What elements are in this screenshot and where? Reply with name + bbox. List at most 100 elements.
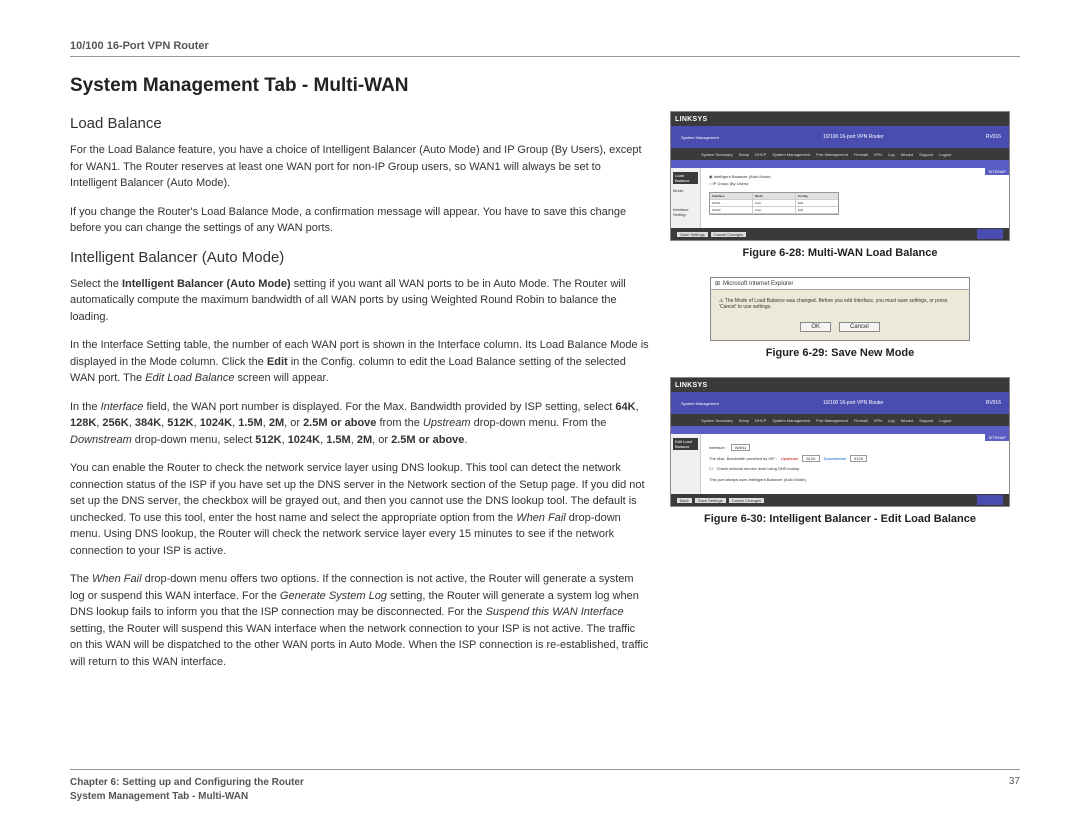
shot3-sidebar: Edit Load Balance (671, 434, 701, 494)
tab: DHCP (755, 418, 766, 423)
sitemap-badge: SITEMAP (985, 434, 1009, 441)
shot1-brand: LINKSYS (671, 112, 1009, 126)
left-column: Load Balance For the Load Balance featur… (70, 111, 650, 682)
tab-firewall: Firewall (854, 152, 868, 157)
figure-29-caption: Figure 6-29: Save New Mode (670, 347, 1010, 359)
figure-30-caption: Figure 6-30: Intelligent Balancer - Edit… (670, 513, 1010, 525)
td: Edit (796, 207, 838, 213)
shot1-titlebar: System Management 10/100 16-port VPN Rou… (671, 126, 1009, 148)
footer-divider (70, 769, 1020, 770)
shot3-brand: LINKSYS (671, 378, 1009, 392)
upstream-select: 512K (802, 455, 819, 462)
shot1-subtabs (671, 160, 1009, 168)
shot3-titlebar: System Management 10/100 16-port VPN Rou… (671, 392, 1009, 414)
intelligent-heading: Intelligent Balancer (Auto Mode) (70, 249, 650, 266)
page-title: System Management Tab - Multi-WAN (70, 75, 1020, 97)
shot1-table: Interface Mode Config. WAN1 Auto Edit WA… (709, 192, 839, 215)
tab: Setup (739, 418, 749, 423)
intelligent-p4: You can enable the Router to check the n… (70, 460, 650, 559)
shot1-model-num: RV016 (986, 134, 1001, 140)
shot1-left-title: System Management (679, 133, 721, 142)
intelligent-p5: The When Fail drop-down menu offers two … (70, 571, 650, 670)
check-row: ☐ Check network service level using DNS … (709, 466, 1001, 471)
page-footer: Chapter 6: Setting up and Configuring th… (70, 769, 1020, 804)
figure-28-screenshot: LINKSYS System Management 10/100 16-port… (670, 111, 1010, 241)
tab-log: Log (888, 152, 895, 157)
shot3-left-title: System Management (679, 399, 721, 408)
tab-dhcp: DHCP (755, 152, 766, 157)
shot1-main: SITEMAP ◉ Intelligent Balancer (Auto Mod… (701, 168, 1009, 228)
iface-row: Interface : WAN1 (709, 444, 1001, 451)
tab-vpn: VPN (874, 152, 882, 157)
td: WAN1 (710, 200, 753, 206)
shot3-side-title: Edit Load Balance (673, 438, 698, 450)
figure-30-screenshot: LINKSYS System Management 10/100 16-port… (670, 377, 1010, 507)
tab: Wizard (901, 418, 913, 423)
tab: Port Management (816, 418, 848, 423)
footer-section: System Management Tab - Multi-WAN (70, 790, 304, 804)
cisco-logo (977, 495, 1003, 505)
load-balance-p2: If you change the Router's Load Balance … (70, 204, 650, 237)
td: Auto (753, 207, 796, 213)
load-balance-heading: Load Balance (70, 115, 650, 132)
tab-logout: Logout (939, 152, 951, 157)
tab: Support (919, 418, 933, 423)
tab-setup: Setup (739, 152, 749, 157)
ie-icon: ⊞ (715, 280, 720, 287)
product-header: 10/100 16-Port VPN Router (70, 40, 1020, 52)
shot1-footer: Save Settings Cancel Changes (671, 228, 1009, 240)
intelligent-p2: In the Interface Setting table, the numb… (70, 337, 650, 387)
figure-29-dialog: ⊞ Microsoft Internet Explorer ⚠ The Mode… (710, 277, 970, 341)
th-mode: Mode (753, 193, 796, 199)
tab: System Management (772, 418, 810, 423)
cancel-btn: Cancel Changes (729, 498, 765, 503)
figure-28-caption: Figure 6-28: Multi-WAN Load Balance (670, 247, 1010, 259)
radio-ipgroup: ○ IP Group (By Users) (709, 181, 1001, 186)
td: Edit (796, 200, 838, 206)
load-balance-p1: For the Load Balance feature, you have a… (70, 142, 650, 192)
cisco-logo (977, 229, 1003, 239)
dialog-msg: ⚠ The Mode of Load Balance was changed. … (711, 290, 969, 318)
shot1-model: 10/100 16-port VPN Router (823, 134, 884, 140)
tab-wizard: Wizard (901, 152, 913, 157)
tab: Logout (939, 418, 951, 423)
shot1-side-iface: Interface Setting: (673, 207, 698, 217)
tab-portmgmt: Port Management (816, 152, 848, 157)
bw-row: The Max. Bandwidth provided by ISP : Ups… (709, 455, 1001, 462)
td: Auto (753, 200, 796, 206)
shot3-subtabs (671, 426, 1009, 434)
back-btn: Back (677, 498, 692, 503)
footer-page: 37 (1009, 776, 1020, 804)
save-btn: Save Settings (695, 498, 726, 503)
tab: System Summary (701, 418, 733, 423)
shot1-tabs: System Summary Setup DHCP System Managem… (671, 148, 1009, 160)
sitemap-badge: SITEMAP (985, 168, 1009, 175)
downstream-select: 512K (850, 455, 867, 462)
shot3-tabs: System Summary Setup DHCP System Managem… (671, 414, 1009, 426)
th-config: Config. (796, 193, 838, 199)
tab-summary: System Summary (701, 152, 733, 157)
tab: Firewall (854, 418, 868, 423)
top-divider (70, 56, 1020, 57)
shot3-model-num: RV016 (986, 400, 1001, 406)
right-column: LINKSYS System Management 10/100 16-port… (670, 111, 1010, 682)
intelligent-p3: In the Interface field, the WAN port num… (70, 399, 650, 449)
save-settings-btn: Save Settings (677, 232, 708, 237)
tab-support: Support (919, 152, 933, 157)
shot3-model: 10/100 16-port VPN Router (823, 400, 884, 406)
tab-sysmgmt: System Management (772, 152, 810, 157)
iface-select: WAN1 (731, 444, 750, 451)
dialog-cancel: Cancel (839, 322, 880, 332)
radio-intelligent: ◉ Intelligent Balancer (Auto Mode) (709, 174, 1001, 179)
tab: Log (888, 418, 895, 423)
tab: VPN (874, 418, 882, 423)
shot1-sidebar: Load Balance Mode: Interface Setting: (671, 168, 701, 228)
td: WAN2 (710, 207, 753, 213)
footer-chapter: Chapter 6: Setting up and Configuring th… (70, 776, 304, 790)
th-iface: Interface (710, 193, 753, 199)
intelligent-p1: Select the Intelligent Balancer (Auto Mo… (70, 276, 650, 326)
dialog-title: ⊞ Microsoft Internet Explorer (711, 278, 969, 290)
shot1-side-title: Load Balance (673, 172, 698, 184)
shot3-footer: Back Save Settings Cancel Changes (671, 494, 1009, 506)
mode-note: This port always uses Intelligent Balanc… (709, 477, 1001, 482)
